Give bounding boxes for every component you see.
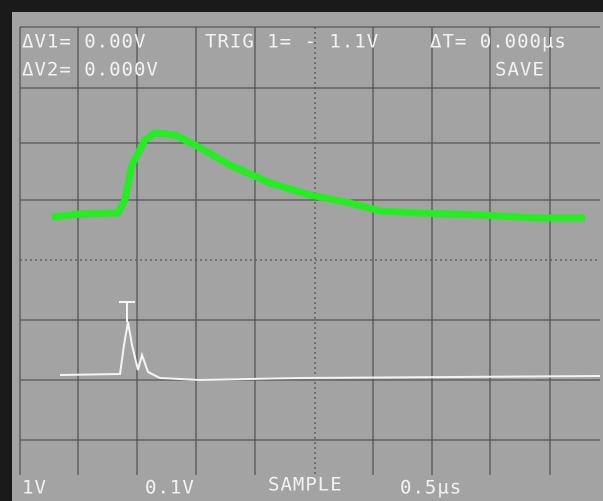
delta-v1: ΔV1= 0.00V <box>22 31 146 53</box>
graticule <box>19 26 600 475</box>
delta-t: ΔT= 0.000µs <box>430 31 567 53</box>
acquisition: SAMPLE <box>268 474 343 496</box>
ch1-scale: 1V <box>22 477 47 499</box>
timebase: 0.5µs <box>400 477 462 499</box>
trigger-level: TRIG 1= - 1.1V <box>205 31 379 53</box>
display <box>12 12 603 501</box>
channel-1-trace <box>51 129 585 222</box>
delta-v2: ΔV2= 0.000V <box>22 59 159 81</box>
ch2-scale: 0.1V <box>145 477 195 499</box>
channel-2-trace <box>59 321 601 382</box>
trigger-marker <box>119 301 135 322</box>
mode: SAVE <box>495 59 545 81</box>
